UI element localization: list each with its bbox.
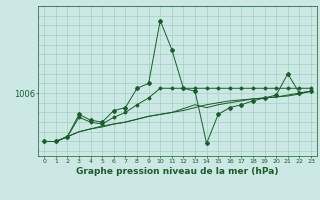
X-axis label: Graphe pression niveau de la mer (hPa): Graphe pression niveau de la mer (hPa) [76, 167, 279, 176]
